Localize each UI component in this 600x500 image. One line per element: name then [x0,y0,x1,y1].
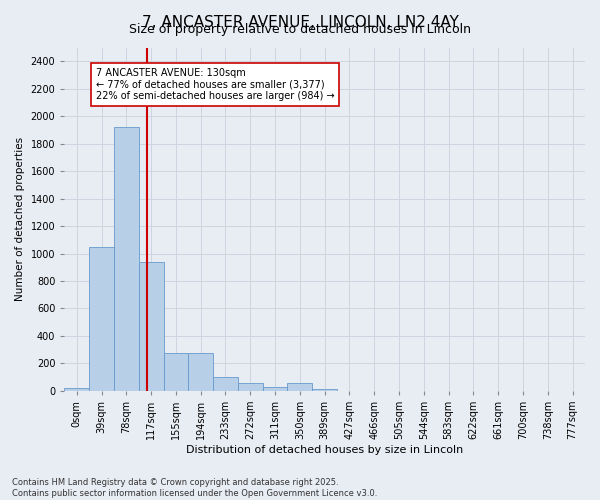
Bar [114,127,139,391]
Bar [312,389,337,391]
Bar [164,353,188,391]
Text: 7 ANCASTER AVENUE: 130sqm
← 77% of detached houses are smaller (3,377)
22% of se: 7 ANCASTER AVENUE: 130sqm ← 77% of detac… [95,68,334,102]
X-axis label: Distribution of detached houses by size in Lincoln: Distribution of detached houses by size … [186,445,463,455]
Text: 7, ANCASTER AVENUE, LINCOLN, LN2 4AY: 7, ANCASTER AVENUE, LINCOLN, LN2 4AY [142,15,458,30]
Bar [213,377,238,391]
Text: Contains HM Land Registry data © Crown copyright and database right 2025.
Contai: Contains HM Land Registry data © Crown c… [12,478,377,498]
Bar [64,388,89,391]
Bar [188,353,213,391]
Bar [287,384,312,391]
Bar [139,262,164,391]
Bar [89,246,114,391]
Text: Size of property relative to detached houses in Lincoln: Size of property relative to detached ho… [129,22,471,36]
Bar [238,384,263,391]
Y-axis label: Number of detached properties: Number of detached properties [15,137,25,302]
Bar [263,387,287,391]
